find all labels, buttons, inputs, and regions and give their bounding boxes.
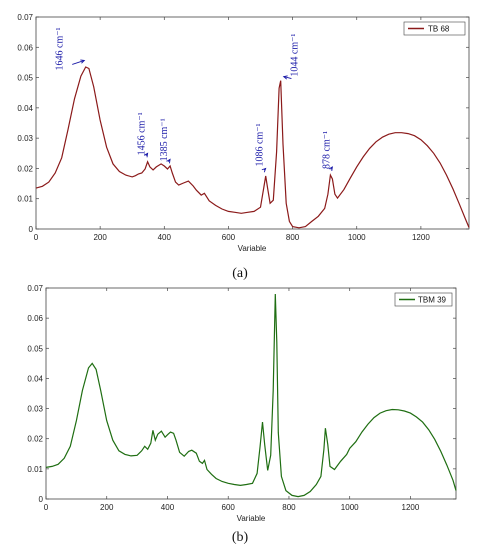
subfigure-label-b: (b) [232, 530, 249, 545]
x-tick-label: 200 [93, 233, 107, 242]
x-tick-label: 800 [282, 503, 296, 512]
x-tick-label: 600 [222, 233, 236, 242]
plot-frame-a [35, 16, 470, 230]
y-tick-label: 0.05 [17, 74, 33, 83]
chart-panel-b: 0 0.01 0.02 0.03 0.04 0.05 0.06 0.07 0 200 400 600… [27, 284, 457, 545]
y-tick-label: 0.06 [27, 314, 43, 323]
x-tick-label: 1200 [402, 503, 420, 512]
annotation-label: 1086 cm⁻¹ [255, 123, 266, 166]
y-tick-label: 0.06 [17, 43, 33, 52]
annotation-arrowhead [80, 59, 86, 64]
y-tick-label: 0 [39, 495, 44, 504]
plot-frame-b [45, 287, 457, 500]
x-tick-label: 800 [286, 233, 300, 242]
y-ticks-b: 0 0.01 0.02 0.03 0.04 0.05 0.06 0.07 [27, 284, 456, 504]
x-ticks-b: 0 200 400 600 800 1000 1200 [44, 288, 420, 512]
y-tick-label: 0.01 [17, 195, 33, 204]
x-tick-label: 600 [222, 503, 236, 512]
y-tick-label: 0.04 [17, 104, 33, 113]
y-tick-label: 0.02 [27, 435, 43, 444]
legend-label-b: TBM 39 [418, 296, 447, 305]
annotation-label: 1385 cm⁻¹ [159, 118, 170, 161]
y-tick-label: 0.04 [27, 374, 43, 383]
y-tick-label: 0.03 [17, 134, 33, 143]
annotations-a: 1646 cm⁻¹ 1456 cm⁻¹ 1385 cm⁻¹ 1086 cm⁻¹ 1044… [54, 27, 333, 173]
annotation-label: 1044 cm⁻¹ [290, 34, 301, 77]
annotation-arrowhead [143, 152, 149, 158]
y-ticks-a: 0 0.01 0.02 0.03 0.04 0.05 0.06 0.07 [17, 13, 469, 234]
y-tick-label: 0.07 [17, 13, 33, 22]
x-axis-label-a: Variable [238, 244, 267, 253]
x-tick-label: 0 [44, 503, 49, 512]
annotation-arrow [72, 60, 85, 65]
x-axis-label-b: Variable [237, 514, 266, 523]
y-tick-label: 0 [29, 225, 34, 234]
legend-b: TBM 39 [394, 292, 453, 307]
annotation-arrowhead [282, 75, 288, 80]
series-line-tb68 [35, 66, 470, 229]
legend-box-a [403, 21, 466, 36]
legend-box-b [394, 292, 453, 307]
annotation-arrowhead [166, 158, 171, 164]
legend-a: TB 68 [403, 21, 466, 36]
x-ticks-a: 0 200 400 600 800 1000 1200 [34, 17, 430, 242]
x-tick-label: 1000 [348, 233, 366, 242]
chart-panel-a: 0 0.01 0.02 0.03 0.04 0.05 0.06 0.07 0 200 400 600… [17, 13, 470, 281]
x-tick-label: 0 [34, 233, 39, 242]
annotation-arrowhead [328, 166, 333, 171]
y-tick-label: 0.03 [27, 405, 43, 414]
x-tick-label: 1000 [341, 503, 359, 512]
x-tick-label: 400 [161, 503, 175, 512]
series-line-tbm39 [45, 293, 457, 498]
y-tick-label: 0.07 [27, 284, 43, 293]
x-tick-label: 1200 [412, 233, 430, 242]
annotation-label: 1456 cm⁻¹ [137, 112, 148, 155]
x-tick-label: 200 [100, 503, 114, 512]
legend-label-a: TB 68 [428, 25, 450, 34]
subfigure-label-a: (a) [232, 266, 248, 281]
y-tick-label: 0.05 [27, 344, 43, 353]
y-tick-label: 0.02 [17, 164, 33, 173]
y-tick-label: 0.01 [27, 465, 43, 474]
annotation-arrow [283, 76, 292, 80]
annotation-label: 878 cm⁻¹ [321, 131, 332, 169]
x-tick-label: 400 [158, 233, 172, 242]
annotation-label: 1646 cm⁻¹ [54, 27, 65, 70]
annotation-arrowhead [261, 167, 267, 173]
